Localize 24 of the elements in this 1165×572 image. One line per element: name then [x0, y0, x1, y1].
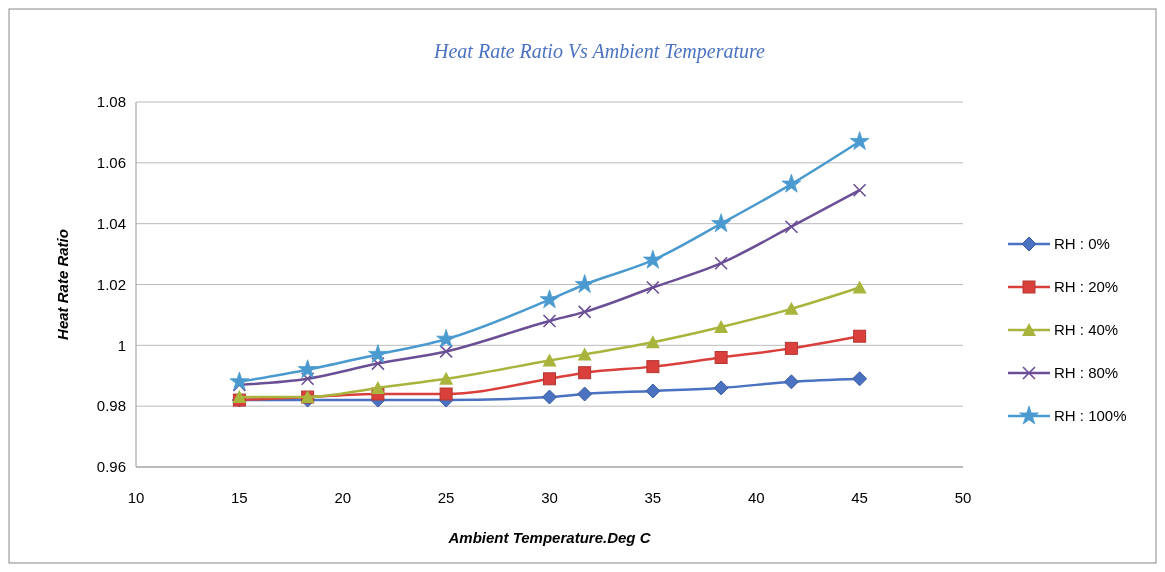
x-tick-label: 30 — [541, 489, 558, 506]
x-tick-label: 50 — [954, 489, 972, 506]
y-tick-label: 1.02 — [96, 275, 126, 293]
x-tick-label: 45 — [851, 489, 868, 506]
x-tick-label: 15 — [231, 489, 248, 506]
y-tick-label: 1.08 — [96, 93, 126, 111]
x-tick-label: 20 — [334, 489, 352, 506]
legend-label: RH : 0% — [1054, 235, 1110, 253]
legend-label: RH : 20% — [1054, 278, 1119, 296]
x-tick-label: 40 — [747, 489, 765, 506]
y-tick-label: 0.96 — [96, 458, 126, 476]
x-tick-label: 35 — [644, 489, 662, 506]
legend-label: RH : 80% — [1054, 364, 1119, 382]
legend-label: RH : 100% — [1054, 407, 1127, 425]
legend-label: RH : 40% — [1054, 321, 1119, 339]
x-axis-title: Ambient Temperature.Deg C — [447, 529, 652, 546]
y-tick-label: 0.98 — [96, 397, 126, 415]
y-axis-title: Heat Rate Ratio — [54, 229, 71, 340]
x-tick-label: 25 — [437, 489, 455, 506]
chart-title: Heat Rate Ratio Vs Ambient Temperature — [433, 40, 766, 63]
y-tick-label: 1.04 — [96, 214, 126, 232]
x-tick-label: 10 — [127, 489, 145, 506]
y-tick-label: 1 — [117, 336, 126, 354]
y-tick-label: 1.06 — [96, 154, 126, 172]
